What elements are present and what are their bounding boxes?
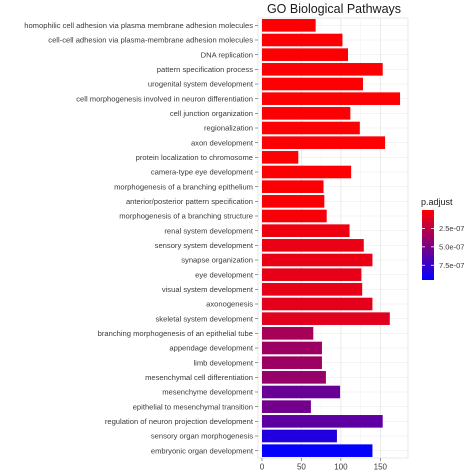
x-tick-label: 150 [374, 463, 388, 472]
bar [262, 19, 316, 32]
bar [262, 107, 351, 120]
category-label: synapse organization [181, 256, 253, 265]
legend-tick-label: 2.5e-07 [439, 224, 464, 233]
legend-tick-label: 7.5e-07 [439, 261, 464, 270]
bar [262, 327, 314, 340]
bar [262, 224, 350, 237]
category-label: axon development [191, 138, 254, 147]
bar [262, 385, 341, 399]
category-label: axonogenesis [206, 300, 253, 309]
legend-ticks: 2.5e-07 5.0e-07 7.5e-07 [422, 224, 464, 270]
bar [262, 195, 325, 208]
bar [262, 209, 327, 223]
legend-tick-label: 5.0e-07 [439, 242, 464, 251]
category-label: visual system development [162, 285, 254, 294]
x-tick-label: 0 [260, 463, 265, 472]
bar [262, 371, 326, 384]
bar [262, 92, 401, 105]
x-axis: 0 50 100 150 [260, 458, 388, 472]
category-label: DNA replication [201, 50, 253, 59]
bar [262, 415, 383, 428]
x-tick-label: 50 [297, 463, 306, 472]
bar [262, 33, 343, 47]
bar [262, 180, 324, 193]
bar [262, 165, 352, 179]
category-label: renal system development [164, 226, 254, 235]
bar [262, 151, 299, 164]
category-label: epithelial to mesenchymal transition [133, 402, 253, 411]
bar [262, 400, 311, 413]
bar [262, 136, 386, 149]
category-label: mesenchymal cell differentiation [145, 373, 253, 382]
bar [262, 312, 390, 325]
bar [262, 356, 322, 369]
category-label: cell-cell adhesion via plasma-membrane a… [48, 36, 253, 45]
category-label: cell junction organization [170, 109, 253, 118]
category-label: cell morphogenesis involved in neuron di… [76, 94, 253, 103]
category-label: sensory system development [155, 241, 254, 250]
category-label: mesenchyme development [162, 388, 254, 397]
bars [262, 19, 401, 457]
legend: p.adjust 2.5e-07 5.0e-07 7.5e-07 [421, 197, 464, 280]
bar [262, 63, 383, 76]
category-label: morphogenesis of a branching epithelium [114, 182, 253, 191]
category-label: eye development [195, 270, 254, 279]
bar [262, 444, 373, 457]
x-tick-label: 100 [334, 463, 348, 472]
category-label: regionalization [204, 124, 253, 133]
bar [262, 429, 337, 443]
category-label: protein localization to chromosome [136, 153, 253, 162]
category-label: regulation of neuron projection developm… [105, 417, 254, 426]
category-label: skeletal system development [156, 314, 254, 323]
bar [262, 297, 373, 311]
bar [262, 268, 362, 281]
y-tick-marks [255, 25, 258, 451]
bar [262, 48, 348, 61]
bar [262, 341, 322, 355]
category-labels: homophilic cell adhesion via plasma memb… [24, 21, 254, 455]
category-label: camera-type eye development [151, 168, 254, 177]
category-label: branching morphogenesis of an epithelial… [98, 329, 253, 338]
bar [262, 283, 363, 296]
category-label: embryonic organ development [151, 446, 254, 455]
category-label: urogenital system development [148, 80, 254, 89]
category-label: sensory organ morphogenesis [151, 432, 253, 441]
bar [262, 77, 363, 91]
category-label: pattern specification process [157, 65, 253, 74]
legend-title: p.adjust [421, 197, 453, 207]
bar [262, 253, 373, 267]
bar [262, 121, 360, 135]
bar [262, 239, 364, 252]
colorbar [422, 210, 434, 280]
category-label: morphogenesis of a branching structure [119, 212, 253, 221]
category-label: appendage development [169, 344, 253, 353]
category-label: anterior/posterior pattern specification [126, 197, 253, 206]
category-label: homophilic cell adhesion via plasma memb… [24, 21, 253, 30]
category-label: limb development [193, 358, 253, 367]
chart-title: GO Biological Pathways [267, 2, 401, 16]
plot-panel [257, 17, 409, 459]
